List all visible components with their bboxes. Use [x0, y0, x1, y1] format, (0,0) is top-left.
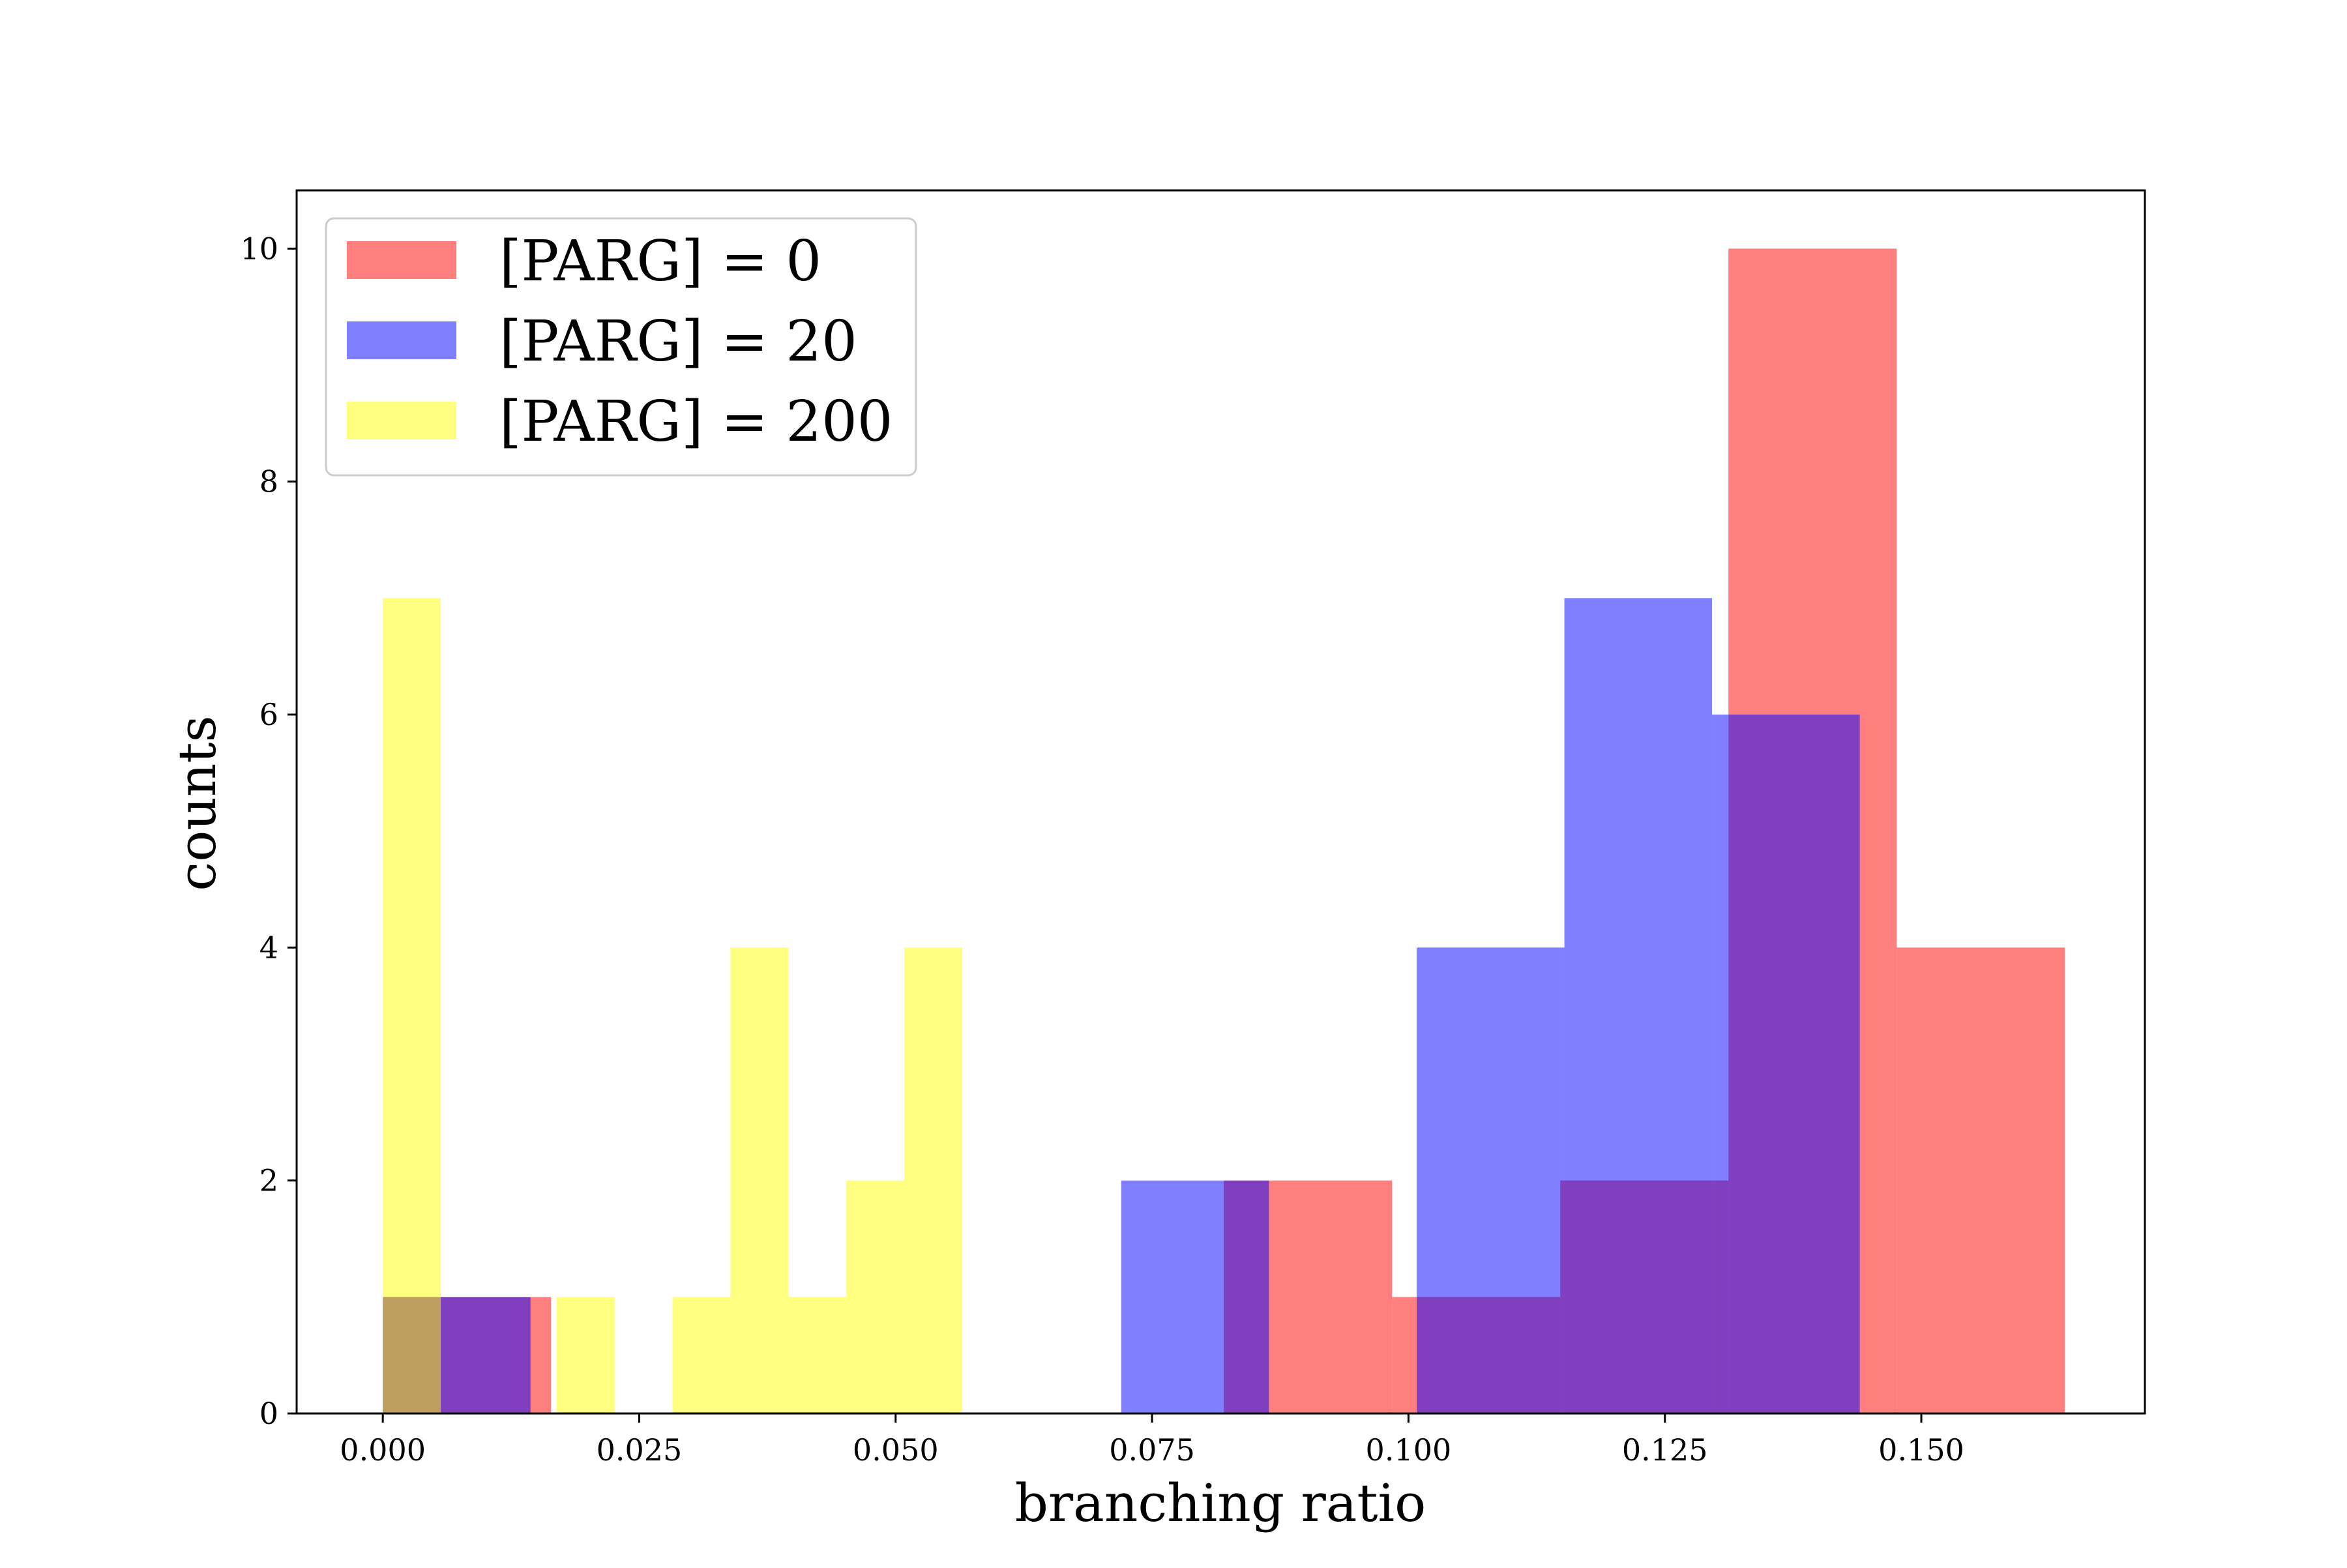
histogram-bar: [672, 1297, 731, 1413]
ticks-layer: 0.000 0.025 0.050 0.075 0.100 0.125 0.150 0 2 4 6 8…: [240, 231, 1964, 1468]
y-tick-label: 0: [259, 1396, 278, 1431]
bars-layer: [383, 248, 2065, 1414]
histogram-bar: [383, 598, 441, 1414]
x-tick-label: 0.050: [853, 1432, 939, 1468]
series-2: [383, 598, 963, 1414]
legend-box: [325, 217, 917, 477]
legend-label: [PARG] = 200: [499, 389, 893, 454]
y-tick-label: 6: [259, 697, 278, 732]
histogram-bar: [846, 1180, 905, 1413]
legend-label: [PARG] = 0: [499, 229, 821, 294]
x-tick-label: 0.025: [597, 1432, 683, 1468]
y-tick-label: 2: [259, 1163, 278, 1198]
legend-swatch: [347, 402, 456, 439]
series-1: [383, 598, 1860, 1414]
histogram-bar: [1897, 947, 2065, 1413]
histogram-bar: [556, 1297, 615, 1413]
histogram-bar: [1564, 598, 1713, 1414]
legend-entries: [PARG] = 0 [PARG] = 20 [PARG] = 200: [347, 229, 893, 454]
y-tick-label: 10: [240, 231, 278, 266]
y-axis-label: counts: [167, 715, 228, 891]
histogram-bar: [1121, 1180, 1269, 1413]
plot-frame: [295, 189, 2146, 1415]
legend-swatch: [347, 321, 456, 359]
histogram-bar: [904, 947, 963, 1413]
x-tick-label: 0.100: [1366, 1432, 1452, 1468]
x-tick-label: 0.150: [1878, 1432, 1964, 1468]
legend-swatch: [347, 241, 456, 279]
histogram-bar: [788, 1297, 847, 1413]
legend: [PARG] = 0 [PARG] = 20 [PARG] = 200: [325, 217, 917, 477]
x-tick-label: 0.000: [340, 1432, 426, 1468]
legend-label: [PARG] = 20: [499, 309, 857, 374]
x-tick-label: 0.125: [1622, 1432, 1708, 1468]
y-tick-label: 4: [259, 930, 278, 965]
histogram-bar: [730, 947, 789, 1413]
histogram-bar: [1712, 715, 1860, 1413]
x-tick-label: 0.075: [1109, 1432, 1195, 1468]
y-tick-label: 8: [259, 464, 278, 499]
histogram-bar: [1416, 947, 1565, 1413]
x-axis-label: branching ratio: [1015, 1473, 1426, 1533]
